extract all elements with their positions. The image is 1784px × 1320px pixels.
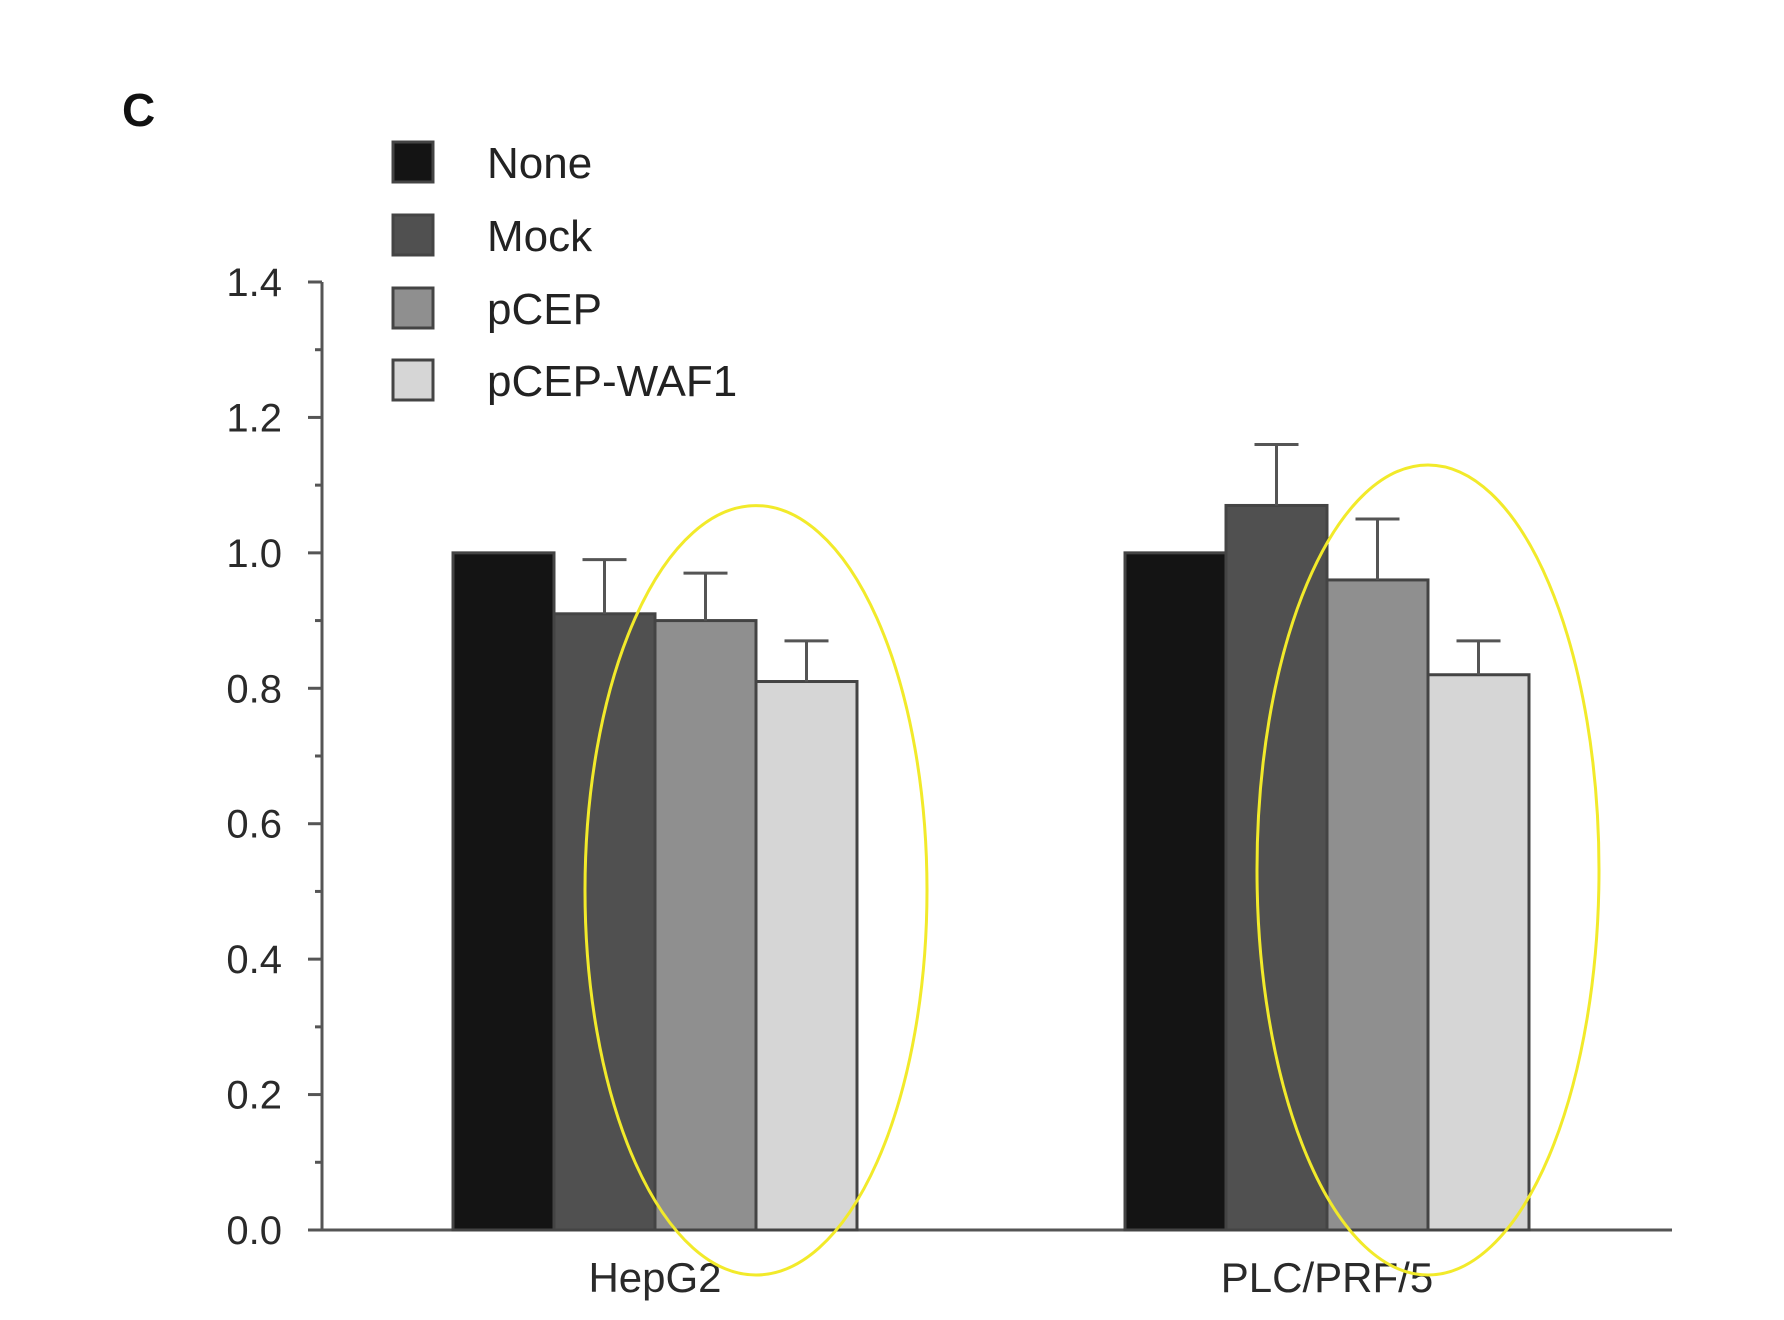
legend-swatch [391,140,435,184]
legend-label: Mock [487,212,593,261]
bar [1426,673,1531,1232]
bar [1123,551,1228,1232]
y-tick-label: 1.4 [226,261,282,305]
x-tick-label: HepG2 [588,1254,721,1301]
bar [653,619,758,1232]
x-axis: HepG2 PLC/PRF/5 [322,1228,1672,1301]
highlight-ellipses [583,463,1601,1277]
panel-label: C [122,84,155,136]
y-axis: 0.0 0.2 0.4 0.6 0.8 1.0 1.2 1.4 [226,261,324,1253]
legend-label: pCEP-WAF1 [487,357,737,406]
highlight-ellipse [583,504,929,1277]
bar [754,680,859,1232]
bars [451,503,1531,1232]
bar [1224,503,1329,1232]
error-bars [582,443,1501,682]
bar [1325,578,1430,1232]
legend-label: pCEP [487,285,602,334]
legend-swatch [391,358,435,402]
legend-swatch [391,286,435,330]
y-tick-label: 0.4 [226,938,282,982]
bar [451,551,556,1232]
legend-label: None [487,139,592,188]
y-tick-label: 1.2 [226,396,282,440]
y-tick-label: 0.2 [226,1074,282,1118]
legend: None Mock pCEP pCEP-WAF1 [391,139,737,406]
y-tick-label: 1.0 [226,532,282,576]
highlight-ellipse [1255,463,1601,1277]
legend-swatch [391,213,435,257]
y-tick-label: 0.0 [226,1209,282,1253]
y-tick-label: 0.8 [226,667,282,711]
y-tick-label: 0.6 [226,803,282,847]
x-tick-label: PLC/PRF/5 [1221,1254,1433,1301]
